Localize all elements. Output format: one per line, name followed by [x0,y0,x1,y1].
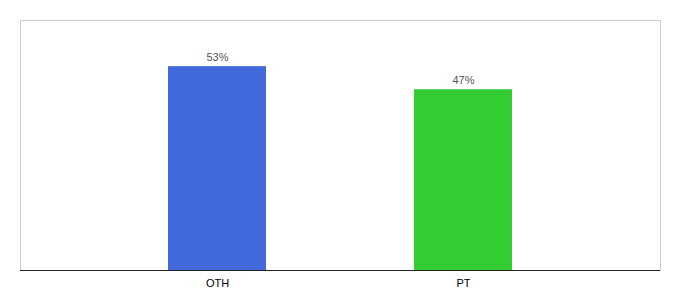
svg-text:PT: PT [456,277,470,289]
svg-text:47%: 47% [452,74,474,86]
svg-text:53%: 53% [206,51,228,63]
svg-text:OTH: OTH [206,277,229,289]
